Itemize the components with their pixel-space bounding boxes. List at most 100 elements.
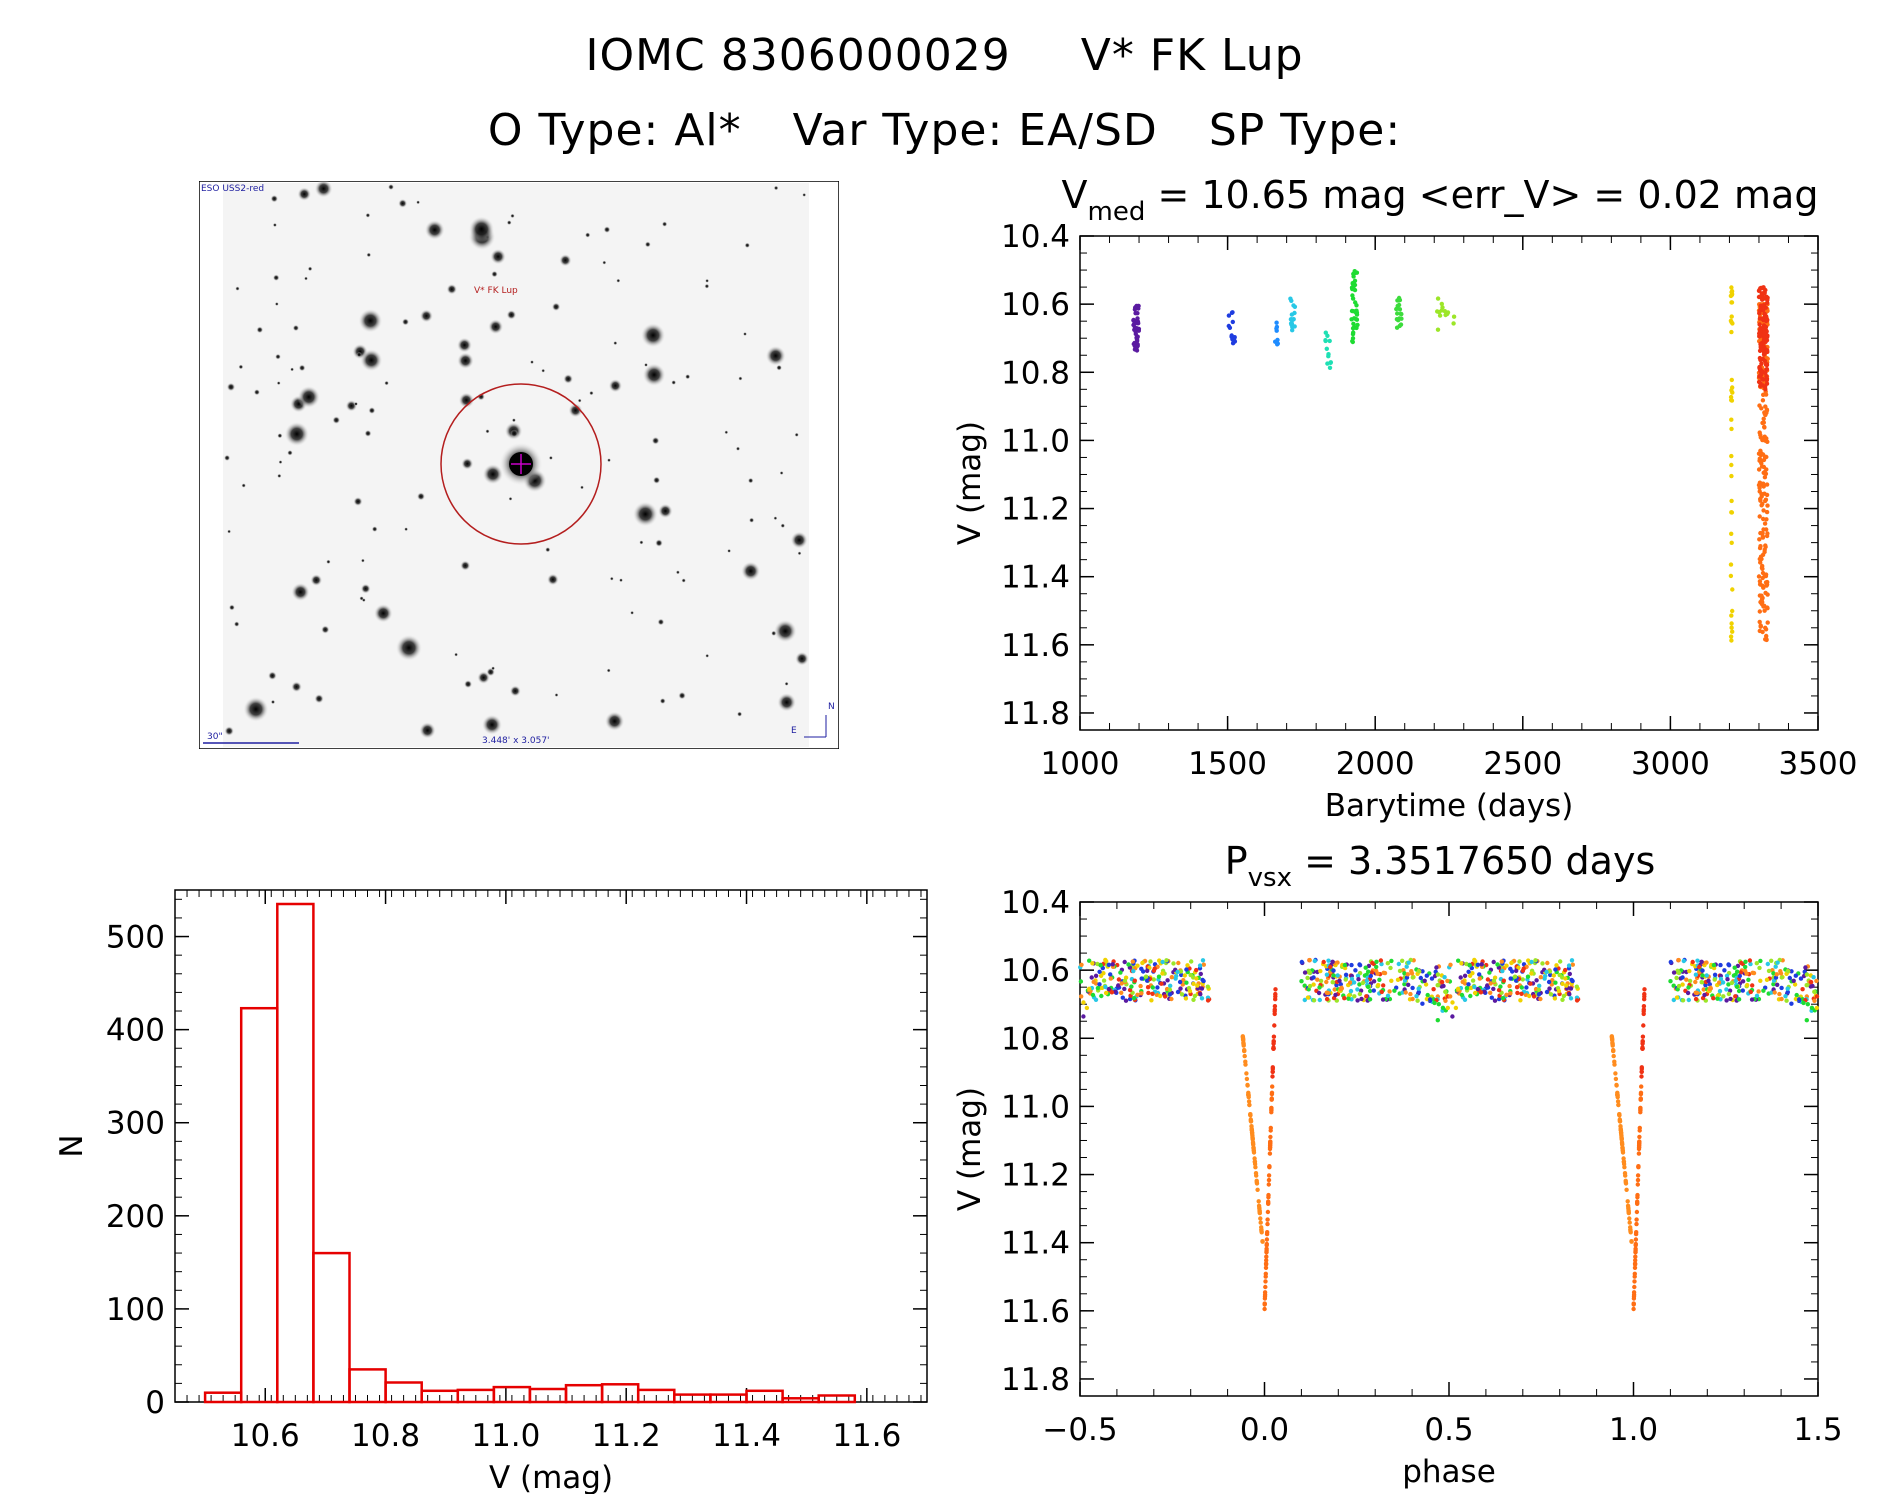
phase-point <box>1763 985 1768 990</box>
phase-point <box>1173 976 1178 981</box>
phase-point <box>1690 959 1695 965</box>
lc-point <box>1757 308 1763 313</box>
phase-point <box>1775 982 1780 987</box>
lc-point <box>1765 620 1770 625</box>
lc-point <box>1764 362 1770 367</box>
phase-point <box>1103 984 1108 990</box>
lc-point <box>1761 420 1767 425</box>
phase-point <box>1678 976 1683 981</box>
lc-point <box>1728 293 1734 299</box>
lc-point <box>1761 352 1767 357</box>
sky-star <box>602 260 607 265</box>
phase-point <box>1106 989 1112 995</box>
lc-point <box>1764 374 1769 379</box>
phase-ytick-label: 11.6 <box>1001 1294 1070 1330</box>
phase-point <box>1639 1069 1644 1075</box>
phase-point <box>1329 967 1334 972</box>
phase-point <box>1147 965 1152 970</box>
lc-point <box>1760 308 1766 313</box>
phase-point <box>1637 1134 1642 1140</box>
phase-point <box>1615 1093 1620 1098</box>
sky-star <box>416 492 426 501</box>
phase-point <box>1752 996 1757 1002</box>
phase-point <box>1338 982 1344 987</box>
sky-star-field <box>223 179 810 739</box>
phase-point <box>1561 993 1567 999</box>
lc-point <box>1763 329 1768 335</box>
lc-point <box>1323 338 1328 343</box>
phase-point <box>1258 1216 1263 1221</box>
phase-point <box>1132 980 1137 985</box>
lc-point <box>1289 321 1295 326</box>
phase-point <box>1257 1208 1262 1213</box>
phase-point <box>1119 981 1124 986</box>
phase-point <box>1693 972 1699 977</box>
lc-point <box>1761 464 1767 470</box>
phase-point <box>1416 991 1421 996</box>
lc-point <box>1757 619 1762 625</box>
phase-point <box>1081 1014 1086 1019</box>
phase-point <box>1702 992 1707 998</box>
phase-point <box>1249 1128 1255 1133</box>
phase-point <box>1145 965 1151 971</box>
lc-point <box>1765 297 1770 303</box>
phase-point <box>1427 971 1432 976</box>
phase-point <box>1436 964 1442 969</box>
phase-point <box>1812 989 1817 994</box>
phase-point <box>1487 970 1492 975</box>
lc-point <box>1757 334 1763 340</box>
hist-bar <box>384 1381 423 1404</box>
hist-ytick-label: 100 <box>106 1292 165 1328</box>
lc-xtick-label: 3500 <box>1779 746 1858 782</box>
lc-point <box>1229 333 1234 338</box>
lc-point <box>1352 270 1358 276</box>
lc-point <box>1135 342 1140 347</box>
phase-point <box>1638 1107 1643 1113</box>
phase-point <box>1101 978 1107 983</box>
hist-xtick-label: 11.6 <box>832 1418 901 1454</box>
phase-point <box>1769 958 1774 963</box>
phase-point <box>1311 975 1316 980</box>
phase-point <box>1695 992 1700 997</box>
sky-star <box>603 226 611 234</box>
phase-point <box>1747 989 1753 994</box>
phase-point <box>1246 1093 1251 1098</box>
phase-point <box>1771 978 1777 983</box>
phase-point <box>1414 994 1419 999</box>
phase-point <box>1640 1041 1645 1046</box>
sky-star <box>794 432 799 437</box>
phase-xtick-label: −0.5 <box>1042 1412 1117 1448</box>
lc-point <box>1759 361 1764 366</box>
phase-point <box>1424 996 1430 1002</box>
lc-point <box>1756 308 1762 313</box>
lc-point <box>1134 345 1140 350</box>
lc-point <box>1763 360 1768 365</box>
phase-point <box>1476 988 1482 993</box>
lc-point <box>1764 335 1769 340</box>
phase-point <box>1200 958 1206 963</box>
phase-point <box>1179 992 1185 997</box>
phase-point <box>1410 975 1416 980</box>
lc-point <box>1442 309 1448 314</box>
phase-point <box>1770 968 1775 973</box>
phase-point <box>1618 1128 1624 1133</box>
lc-xlabel: Barytime (days) <box>1325 788 1574 824</box>
sky-star <box>607 458 611 463</box>
phase-point <box>1343 977 1348 982</box>
phase-point <box>1394 985 1399 990</box>
phase-point <box>1619 1141 1625 1146</box>
phase-point <box>1784 998 1789 1003</box>
phase-point <box>1249 1128 1255 1133</box>
phase-point <box>1312 958 1318 964</box>
lc-point <box>1729 289 1734 295</box>
lc-point <box>1132 318 1137 324</box>
phase-point <box>1098 973 1104 978</box>
star-id: IOMC 8306000029 <box>585 30 1011 81</box>
phase-point <box>1267 1165 1272 1170</box>
phase-point <box>1326 963 1331 968</box>
phase-point <box>1524 985 1529 990</box>
phase-point <box>1785 991 1790 996</box>
phase-point <box>1366 963 1372 969</box>
phase-point <box>1707 982 1713 987</box>
phase-point <box>1176 960 1181 966</box>
